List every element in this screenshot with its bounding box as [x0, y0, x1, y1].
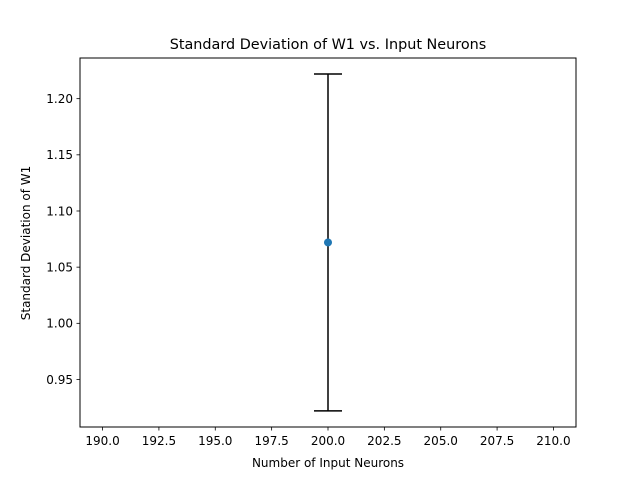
y-tick-label: 1.10 — [46, 204, 73, 218]
y-tick-label: 1.00 — [46, 317, 73, 331]
x-tick-label: 192.5 — [142, 434, 176, 448]
x-tick-label: 207.5 — [480, 434, 514, 448]
x-tick-label: 200.0 — [311, 434, 345, 448]
data-point — [324, 238, 332, 247]
y-tick-label: 1.05 — [46, 260, 73, 274]
x-tick-label: 195.0 — [198, 434, 232, 448]
x-tick-label: 202.5 — [367, 434, 401, 448]
y-tick-label: 1.15 — [46, 148, 73, 162]
x-tick-label: 210.0 — [536, 434, 570, 448]
plot-area: 190.0 192.5 195.0 197.5 200.0 202.5 205.0 207.5… — [46, 57, 577, 448]
y-axis-label: Standard Deviation of W1 — [19, 166, 33, 321]
y-tick-label: 0.95 — [46, 373, 73, 387]
x-tick-label: 205.0 — [424, 434, 458, 448]
x-tick-label: 190.0 — [85, 434, 119, 448]
x-tick-label: 197.5 — [254, 434, 288, 448]
y-tick-label: 1.20 — [46, 92, 73, 106]
chart-title: Standard Deviation of W1 vs. Input Neuro… — [170, 37, 487, 53]
axes-frame — [79, 57, 577, 428]
x-axis-label: Number of Input Neurons — [252, 456, 404, 470]
